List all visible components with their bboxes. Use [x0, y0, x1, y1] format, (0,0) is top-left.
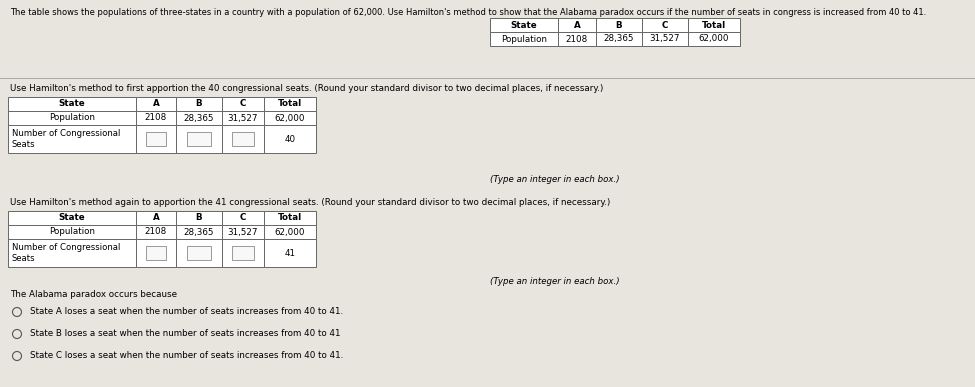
Bar — [8, 111, 136, 125]
Text: 28,365: 28,365 — [183, 228, 214, 236]
Text: A: A — [573, 21, 580, 29]
Bar — [642, 18, 688, 32]
Bar — [145, 246, 167, 260]
Text: 62,000: 62,000 — [275, 113, 305, 123]
Bar — [688, 32, 740, 46]
Text: A: A — [153, 99, 159, 108]
Bar — [187, 132, 211, 146]
Text: Use Hamilton's method to first apportion the 40 congressional seats. (Round your: Use Hamilton's method to first apportion… — [10, 84, 604, 93]
Bar — [8, 97, 136, 111]
Text: Number of Congressional
Seats: Number of Congressional Seats — [12, 128, 120, 149]
Bar — [176, 111, 222, 125]
Bar — [596, 18, 642, 32]
Bar — [136, 225, 176, 239]
Text: Population: Population — [501, 34, 547, 43]
Bar — [232, 246, 254, 260]
Text: State C loses a seat when the number of seats increases from 40 to 41.: State C loses a seat when the number of … — [30, 351, 343, 361]
Bar — [176, 239, 222, 267]
Bar — [187, 246, 211, 260]
Bar — [642, 32, 688, 46]
Bar — [558, 32, 596, 46]
Bar — [8, 125, 136, 153]
Bar — [222, 211, 264, 225]
Text: A: A — [153, 214, 159, 223]
Text: 41: 41 — [285, 248, 295, 257]
Bar — [264, 97, 316, 111]
Bar — [222, 97, 264, 111]
Text: State: State — [58, 99, 86, 108]
Text: State B loses a seat when the number of seats increases from 40 to 41: State B loses a seat when the number of … — [30, 329, 340, 339]
Bar — [222, 239, 264, 267]
Bar — [136, 111, 176, 125]
Text: 28,365: 28,365 — [604, 34, 635, 43]
Text: The Alabama paradox occurs because: The Alabama paradox occurs because — [10, 290, 177, 299]
Bar — [232, 132, 254, 146]
Bar — [264, 225, 316, 239]
Bar — [176, 97, 222, 111]
Bar — [145, 132, 167, 146]
Bar — [8, 225, 136, 239]
Bar — [222, 125, 264, 153]
Bar — [264, 125, 316, 153]
Text: (Type an integer in each box.): (Type an integer in each box.) — [490, 277, 620, 286]
Text: B: B — [615, 21, 622, 29]
Bar — [136, 125, 176, 153]
Text: 40: 40 — [285, 135, 295, 144]
Text: B: B — [196, 214, 203, 223]
Bar — [176, 225, 222, 239]
Bar — [264, 111, 316, 125]
Bar — [490, 18, 558, 32]
Bar — [136, 239, 176, 267]
Text: Population: Population — [49, 228, 95, 236]
Text: B: B — [196, 99, 203, 108]
Text: (Type an integer in each box.): (Type an integer in each box.) — [490, 175, 620, 184]
Text: The table shows the populations of three-states in a country with a population o: The table shows the populations of three… — [10, 8, 926, 17]
Text: Population: Population — [49, 113, 95, 123]
Text: 28,365: 28,365 — [183, 113, 214, 123]
Bar — [264, 211, 316, 225]
Bar — [490, 32, 558, 46]
Text: State: State — [58, 214, 86, 223]
Bar — [222, 225, 264, 239]
Text: 62,000: 62,000 — [699, 34, 729, 43]
Bar — [136, 97, 176, 111]
Text: Total: Total — [278, 214, 302, 223]
Text: 2108: 2108 — [566, 34, 588, 43]
Bar — [136, 211, 176, 225]
Text: C: C — [662, 21, 668, 29]
Text: C: C — [240, 99, 246, 108]
Bar — [176, 125, 222, 153]
Text: Total: Total — [702, 21, 726, 29]
Text: 31,527: 31,527 — [228, 228, 258, 236]
Bar — [176, 211, 222, 225]
Bar — [688, 18, 740, 32]
Bar — [8, 211, 136, 225]
Text: 2108: 2108 — [145, 228, 167, 236]
Bar — [264, 239, 316, 267]
Text: 2108: 2108 — [145, 113, 167, 123]
Text: Number of Congressional
Seats: Number of Congressional Seats — [12, 243, 120, 264]
Text: State A loses a seat when the number of seats increases from 40 to 41.: State A loses a seat when the number of … — [30, 308, 343, 317]
Bar — [596, 32, 642, 46]
Bar — [558, 18, 596, 32]
Text: State: State — [511, 21, 537, 29]
Text: Total: Total — [278, 99, 302, 108]
Bar — [8, 239, 136, 267]
Text: C: C — [240, 214, 246, 223]
Text: Use Hamilton's method again to apportion the 41 congressional seats. (Round your: Use Hamilton's method again to apportion… — [10, 198, 610, 207]
Bar — [222, 111, 264, 125]
Text: 31,527: 31,527 — [649, 34, 681, 43]
Text: 31,527: 31,527 — [228, 113, 258, 123]
Text: 62,000: 62,000 — [275, 228, 305, 236]
